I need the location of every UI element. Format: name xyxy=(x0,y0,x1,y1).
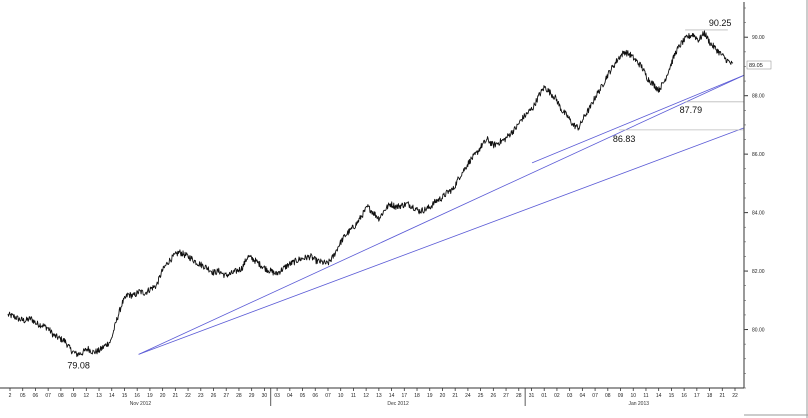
y-tick-label: 84.00 xyxy=(752,211,765,217)
x-tick-label: 03 xyxy=(274,393,280,399)
annotations: 79.08 86.83 87.79 90.25 89.05 xyxy=(67,18,772,370)
x-tick-label: 04 xyxy=(287,393,293,399)
x-tick-label: 14 xyxy=(109,393,115,399)
x-tick-label: 06 xyxy=(312,393,318,399)
month-label: Nov 2012 xyxy=(130,401,152,407)
x-tick-label: 10 xyxy=(338,393,344,399)
x-tick-label: 07 xyxy=(325,393,331,399)
x-tick-label: 15 xyxy=(669,393,675,399)
x-tick-label: 15 xyxy=(122,393,128,399)
x-tick-label: 09 xyxy=(618,393,624,399)
x-tick-label: 06 xyxy=(33,393,39,399)
x-tick-label: 08 xyxy=(58,393,64,399)
x-tick-label: 16 xyxy=(134,393,140,399)
y-tick-label: 82.00 xyxy=(752,269,765,275)
x-tick-label: 28 xyxy=(516,393,522,399)
month-label: Jan 2013 xyxy=(628,401,649,407)
x-tick-label: 27 xyxy=(503,393,509,399)
trendline xyxy=(138,127,745,355)
x-tick-label: 11 xyxy=(351,393,356,399)
y-tick-label: 86.00 xyxy=(752,152,765,158)
x-tick-label: 17 xyxy=(694,393,700,399)
last-price-label: 89.05 xyxy=(749,63,763,69)
x-tick-label: 19 xyxy=(427,393,433,399)
x-tick-label: 20 xyxy=(160,393,166,399)
x-tick-label: 30 xyxy=(262,393,268,399)
x-tick-label: 12 xyxy=(84,393,90,399)
x-tick-label: 19 xyxy=(147,393,153,399)
x-tick-label: 08 xyxy=(605,393,611,399)
x-tick-label: 17 xyxy=(402,393,408,399)
price-series-line xyxy=(7,30,734,358)
reference-lines xyxy=(618,29,744,131)
x-tick-label: 18 xyxy=(414,393,420,399)
x-tick-label: 29 xyxy=(249,393,255,399)
x-tick-label: 20 xyxy=(440,393,446,399)
annotation-label: 86.83 xyxy=(613,134,636,144)
x-tick-label: 28 xyxy=(236,393,242,399)
x-tick-label: 03 xyxy=(567,393,573,399)
x-tick-label: 14 xyxy=(656,393,662,399)
y-tick-label: 90.00 xyxy=(752,35,765,41)
x-tick-label: 21 xyxy=(452,393,458,399)
x-tick-label: 31 xyxy=(529,393,535,399)
x-tick-label: 23 xyxy=(198,393,204,399)
x-tick-label: 07 xyxy=(592,393,598,399)
x-tick-label: 13 xyxy=(96,393,102,399)
trendline xyxy=(138,74,745,355)
annotation-label: 87.79 xyxy=(680,105,703,115)
y-tick-label: 80.00 xyxy=(752,328,765,334)
x-tick-label: 22 xyxy=(185,393,191,399)
trendlines xyxy=(138,74,745,355)
x-tick-label: 26 xyxy=(491,393,497,399)
x-tick-label: 26 xyxy=(211,393,217,399)
x-tick-label: 11 xyxy=(643,393,648,399)
x-tick-label: 2 xyxy=(9,393,12,399)
x-tick-label: 01 xyxy=(541,393,547,399)
x-tick-label: 07 xyxy=(45,393,51,399)
x-tick-label: 05 xyxy=(20,393,26,399)
x-tick-label: 16 xyxy=(681,393,687,399)
y-tick-label: 88.00 xyxy=(752,94,765,100)
last-price-box xyxy=(746,60,772,70)
series-line xyxy=(7,30,734,358)
x-tick-label: 25 xyxy=(478,393,484,399)
x-tick-label: 27 xyxy=(223,393,229,399)
x-tick-label: 10 xyxy=(630,393,636,399)
month-label: Dec 2012 xyxy=(387,401,409,407)
x-tick-label: 22 xyxy=(732,393,738,399)
x-tick-label: 21 xyxy=(173,393,179,399)
x-tick-label: 24 xyxy=(465,393,471,399)
x-tick-label: 04 xyxy=(580,393,586,399)
annotation-label: 90.25 xyxy=(709,18,732,28)
x-tick-label: 12 xyxy=(363,393,369,399)
x-tick-label: 05 xyxy=(300,393,306,399)
x-tick-label: 14 xyxy=(389,393,395,399)
x-tick-label: 09 xyxy=(71,393,77,399)
annotation-label: 79.08 xyxy=(67,360,90,370)
x-tick-label: 21 xyxy=(719,393,725,399)
trendline xyxy=(531,74,745,164)
x-tick-label: 13 xyxy=(376,393,382,399)
x-tick-label: 02 xyxy=(554,393,560,399)
x-tick-label: 18 xyxy=(707,393,713,399)
